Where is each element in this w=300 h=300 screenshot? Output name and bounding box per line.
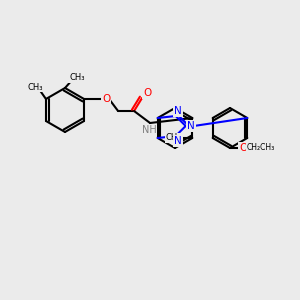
Text: O: O [143, 88, 151, 98]
Text: NH: NH [142, 125, 156, 135]
Text: CH₃: CH₃ [27, 82, 43, 91]
Text: N: N [174, 106, 182, 116]
Text: N: N [174, 136, 182, 146]
Text: CH₃: CH₃ [166, 134, 181, 142]
Text: CH₃: CH₃ [69, 74, 85, 82]
Text: CH₂CH₃: CH₂CH₃ [247, 143, 275, 152]
Text: N: N [187, 121, 195, 131]
Text: O: O [102, 94, 110, 104]
Text: O: O [239, 143, 247, 153]
